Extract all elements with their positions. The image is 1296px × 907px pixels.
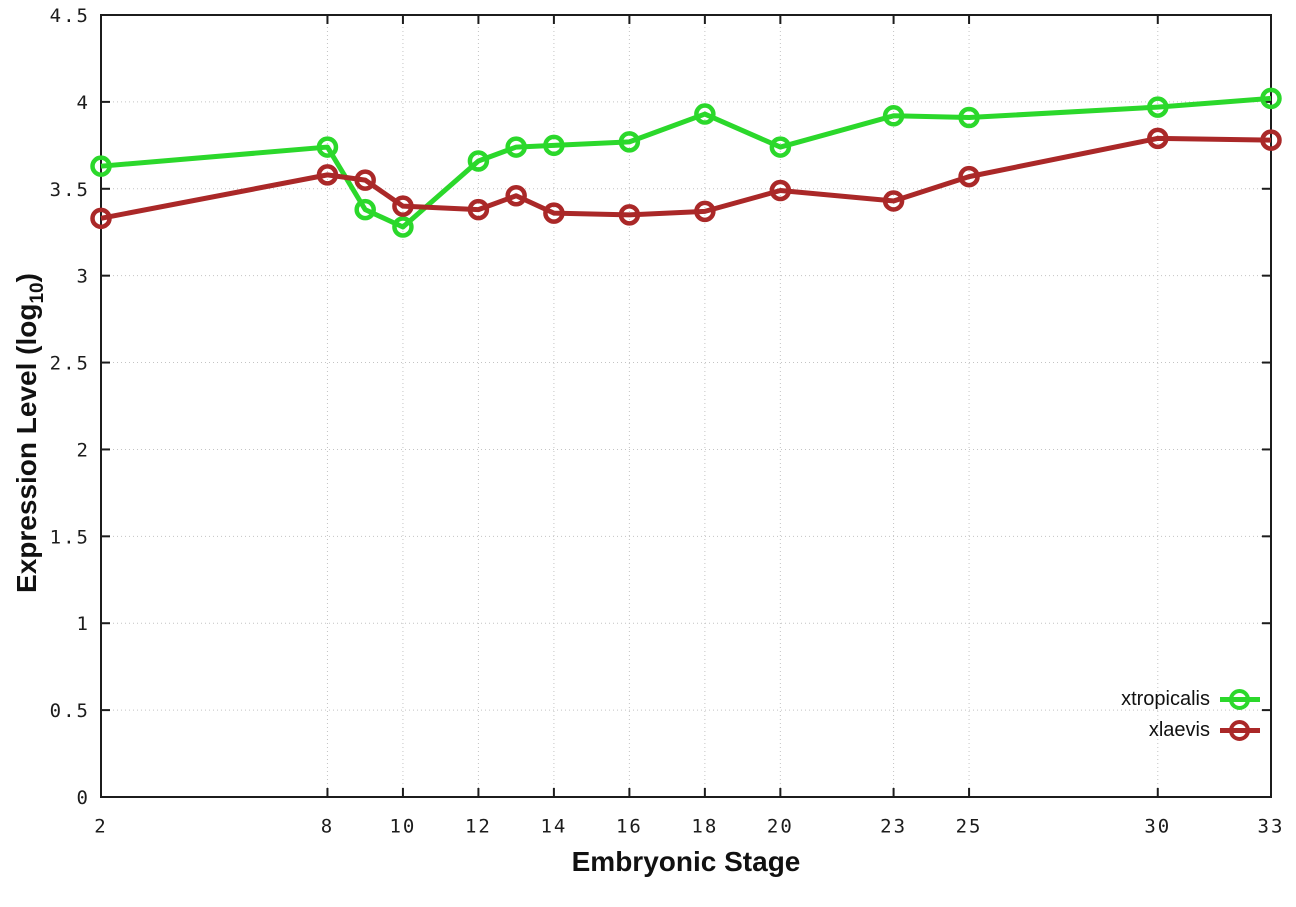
x-tick-label: 23 <box>880 816 907 838</box>
y-axis-label-text: Expression Level (log <box>11 303 42 593</box>
data-point-xtropicalis <box>694 103 716 125</box>
legend: xtropicalis xlaevis <box>1121 684 1260 746</box>
data-point-xtropicalis <box>769 136 792 158</box>
x-tick-label: 30 <box>1144 816 1171 838</box>
open-circle-marker-icon <box>1229 719 1250 741</box>
data-point-xlaevis <box>694 200 716 223</box>
y-tick-label: 1.5 <box>50 526 90 548</box>
data-point-xtropicalis <box>1260 87 1282 110</box>
data-point-xlaevis <box>467 198 490 221</box>
x-tick-label: 14 <box>540 816 567 838</box>
y-tick-label: 4.5 <box>50 5 90 27</box>
x-tick-label: 20 <box>767 816 794 838</box>
data-point-xtropicalis <box>505 136 527 158</box>
plot-border <box>100 14 1272 798</box>
legend-item-xlaevis: xlaevis <box>1121 715 1260 746</box>
legend-sample-xtropicalis <box>1220 688 1260 712</box>
data-point-xlaevis <box>90 207 112 230</box>
data-point-xtropicalis <box>618 131 641 153</box>
data-point-xlaevis <box>354 169 376 191</box>
data-point-xtropicalis <box>467 150 490 172</box>
legend-item-xtropicalis: xtropicalis <box>1121 684 1260 715</box>
legend-sample-xlaevis <box>1220 719 1260 743</box>
data-point-xtropicalis <box>316 136 339 158</box>
y-axis-label-close: ) <box>11 273 42 283</box>
y-tick-label: 4 <box>77 92 90 114</box>
data-point-xlaevis <box>769 179 792 202</box>
x-tick-label: 18 <box>691 816 718 838</box>
data-point-xlaevis <box>1260 129 1282 151</box>
data-point-xlaevis <box>543 202 565 224</box>
x-tick-label: 33 <box>1258 816 1285 838</box>
x-axis-label: Embryonic Stage <box>571 846 801 877</box>
data-point-xlaevis <box>1147 127 1169 150</box>
data-point-xtropicalis <box>90 155 112 177</box>
data-point-xtropicalis <box>882 105 905 127</box>
data-point-xtropicalis <box>543 134 565 157</box>
y-tick-label: 3 <box>77 266 90 288</box>
x-tick-label: 10 <box>389 816 416 838</box>
y-axis-label-subscript: 10 <box>27 282 48 304</box>
open-circle-marker-icon <box>1229 688 1250 710</box>
legend-label-xlaevis: xlaevis <box>1148 719 1210 741</box>
data-point-xlaevis <box>882 190 905 212</box>
x-tick-label: 16 <box>616 816 643 838</box>
y-tick-label: 3.5 <box>50 179 90 201</box>
x-tick-label: 25 <box>956 816 983 838</box>
y-tick-label: 1 <box>77 613 90 635</box>
data-point-xlaevis <box>316 164 339 186</box>
data-point-xlaevis <box>618 204 641 226</box>
legend-label-xtropicalis: xtropicalis <box>1121 688 1210 710</box>
data-point-xtropicalis <box>1147 96 1169 118</box>
data-point-xtropicalis <box>354 198 376 221</box>
y-axis-label: Expression Level (log10) <box>11 273 49 593</box>
y-tick-label: 2.5 <box>50 353 90 375</box>
y-tick-label: 0 <box>77 787 90 809</box>
data-point-xlaevis <box>958 165 980 188</box>
data-point-xlaevis <box>392 195 414 217</box>
data-point-xlaevis <box>505 184 527 207</box>
y-tick-label: 0.5 <box>50 700 90 722</box>
series-line-xtropicalis <box>100 95 1272 230</box>
data-point-xtropicalis <box>958 106 980 129</box>
x-tick-label: 8 <box>321 816 334 838</box>
y-tick-label: 2 <box>77 439 90 461</box>
data-point-xtropicalis <box>392 216 414 238</box>
x-tick-label: 12 <box>465 816 492 838</box>
x-tick-label: 2 <box>94 816 107 838</box>
